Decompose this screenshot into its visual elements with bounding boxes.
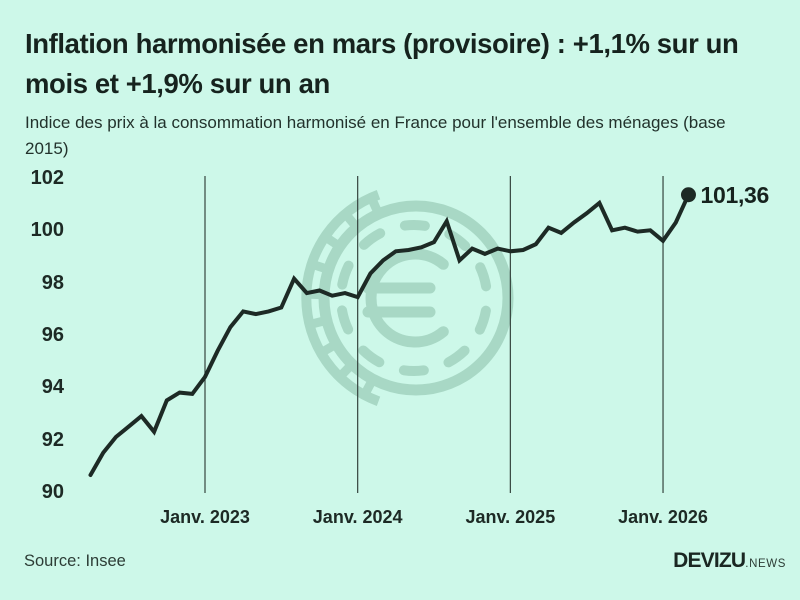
coin-face-circle bbox=[318, 200, 514, 396]
x-axis-tick-label: Janv. 2026 bbox=[618, 507, 708, 527]
x-axis-tick-label: Janv. 2024 bbox=[312, 507, 403, 527]
y-axis-tick-label: 98 bbox=[41, 271, 64, 294]
brand-logo: DEVIZU .NEWS bbox=[673, 549, 786, 573]
x-axis-tick-label: Janv. 2025 bbox=[465, 507, 556, 527]
end-point-dot bbox=[680, 187, 696, 203]
brand-suffix-label: .NEWS bbox=[745, 558, 786, 570]
chart-subtitle: Indice des prix à la consommation harmon… bbox=[25, 113, 726, 158]
end-value-label: 101,36 bbox=[700, 181, 770, 208]
chart-title: Inflation harmonisée en mars (provisoire… bbox=[25, 28, 739, 100]
x-axis-tick-label: Janv. 2023 bbox=[160, 507, 250, 527]
chart-header: Inflation harmonisée en mars (provisoire… bbox=[25, 24, 775, 161]
gridlines bbox=[204, 176, 664, 493]
y-axis-tick-label: 96 bbox=[41, 323, 64, 346]
euro-coin-watermark bbox=[301, 190, 514, 406]
y-axis-tick-label: 92 bbox=[41, 428, 64, 451]
brand-name: DEVIZU bbox=[673, 549, 746, 572]
coin-inner-dashed-circle bbox=[336, 220, 492, 376]
y-axis-tick-label: 94 bbox=[41, 376, 64, 399]
y-axis-tick-label: 90 bbox=[41, 481, 64, 503]
y-axis-tick-label: 102 bbox=[30, 166, 64, 189]
inflation-line-series bbox=[88, 192, 691, 477]
source-label: Source: Insee bbox=[24, 552, 126, 570]
y-axis-tick-label: 100 bbox=[30, 219, 64, 242]
euro-sign-icon bbox=[365, 248, 449, 348]
